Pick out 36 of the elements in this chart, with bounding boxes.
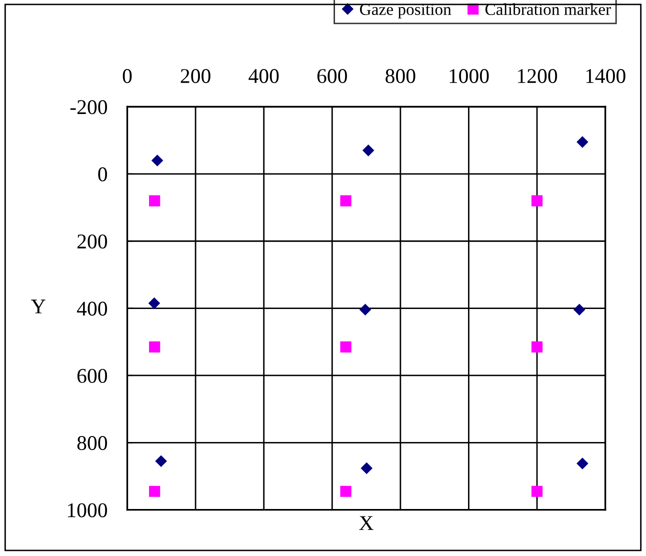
point xyxy=(148,298,160,309)
x-tick-label: 0 xyxy=(122,69,132,84)
y-tick-label: 600 xyxy=(77,368,108,383)
x-tick-label: 800 xyxy=(386,69,416,84)
point xyxy=(362,144,374,156)
point xyxy=(340,195,352,206)
y-tick-label: -200 xyxy=(70,100,108,114)
x-tick-label: 1400 xyxy=(586,69,626,84)
y-tick-label: 800 xyxy=(77,436,108,450)
point xyxy=(531,486,543,497)
point xyxy=(531,341,543,352)
point xyxy=(340,341,352,352)
y-tick-label: 1000 xyxy=(68,503,108,518)
point xyxy=(361,462,372,474)
x-axis-title: X xyxy=(359,516,374,530)
x-tick-label: 1000 xyxy=(450,69,489,84)
x-tick-label: 200 xyxy=(180,69,210,84)
point xyxy=(152,154,163,166)
point xyxy=(340,486,352,497)
x-tick-label: 600 xyxy=(317,69,347,84)
x-tick-label: 1200 xyxy=(518,69,558,84)
point xyxy=(574,304,585,316)
point xyxy=(576,136,588,148)
y-axis-title: Y xyxy=(31,300,46,314)
point xyxy=(576,458,588,470)
point xyxy=(149,341,160,352)
point xyxy=(531,195,543,206)
y-tick-label: 400 xyxy=(76,302,108,316)
x-tick-label: 400 xyxy=(248,69,279,84)
point xyxy=(149,486,160,497)
y-tick-label: 200 xyxy=(77,234,108,249)
legend-label: Calibration marker xyxy=(485,3,611,16)
y-tick-label: 0 xyxy=(98,167,108,182)
point xyxy=(360,304,371,316)
point xyxy=(155,456,167,467)
point xyxy=(149,195,160,206)
